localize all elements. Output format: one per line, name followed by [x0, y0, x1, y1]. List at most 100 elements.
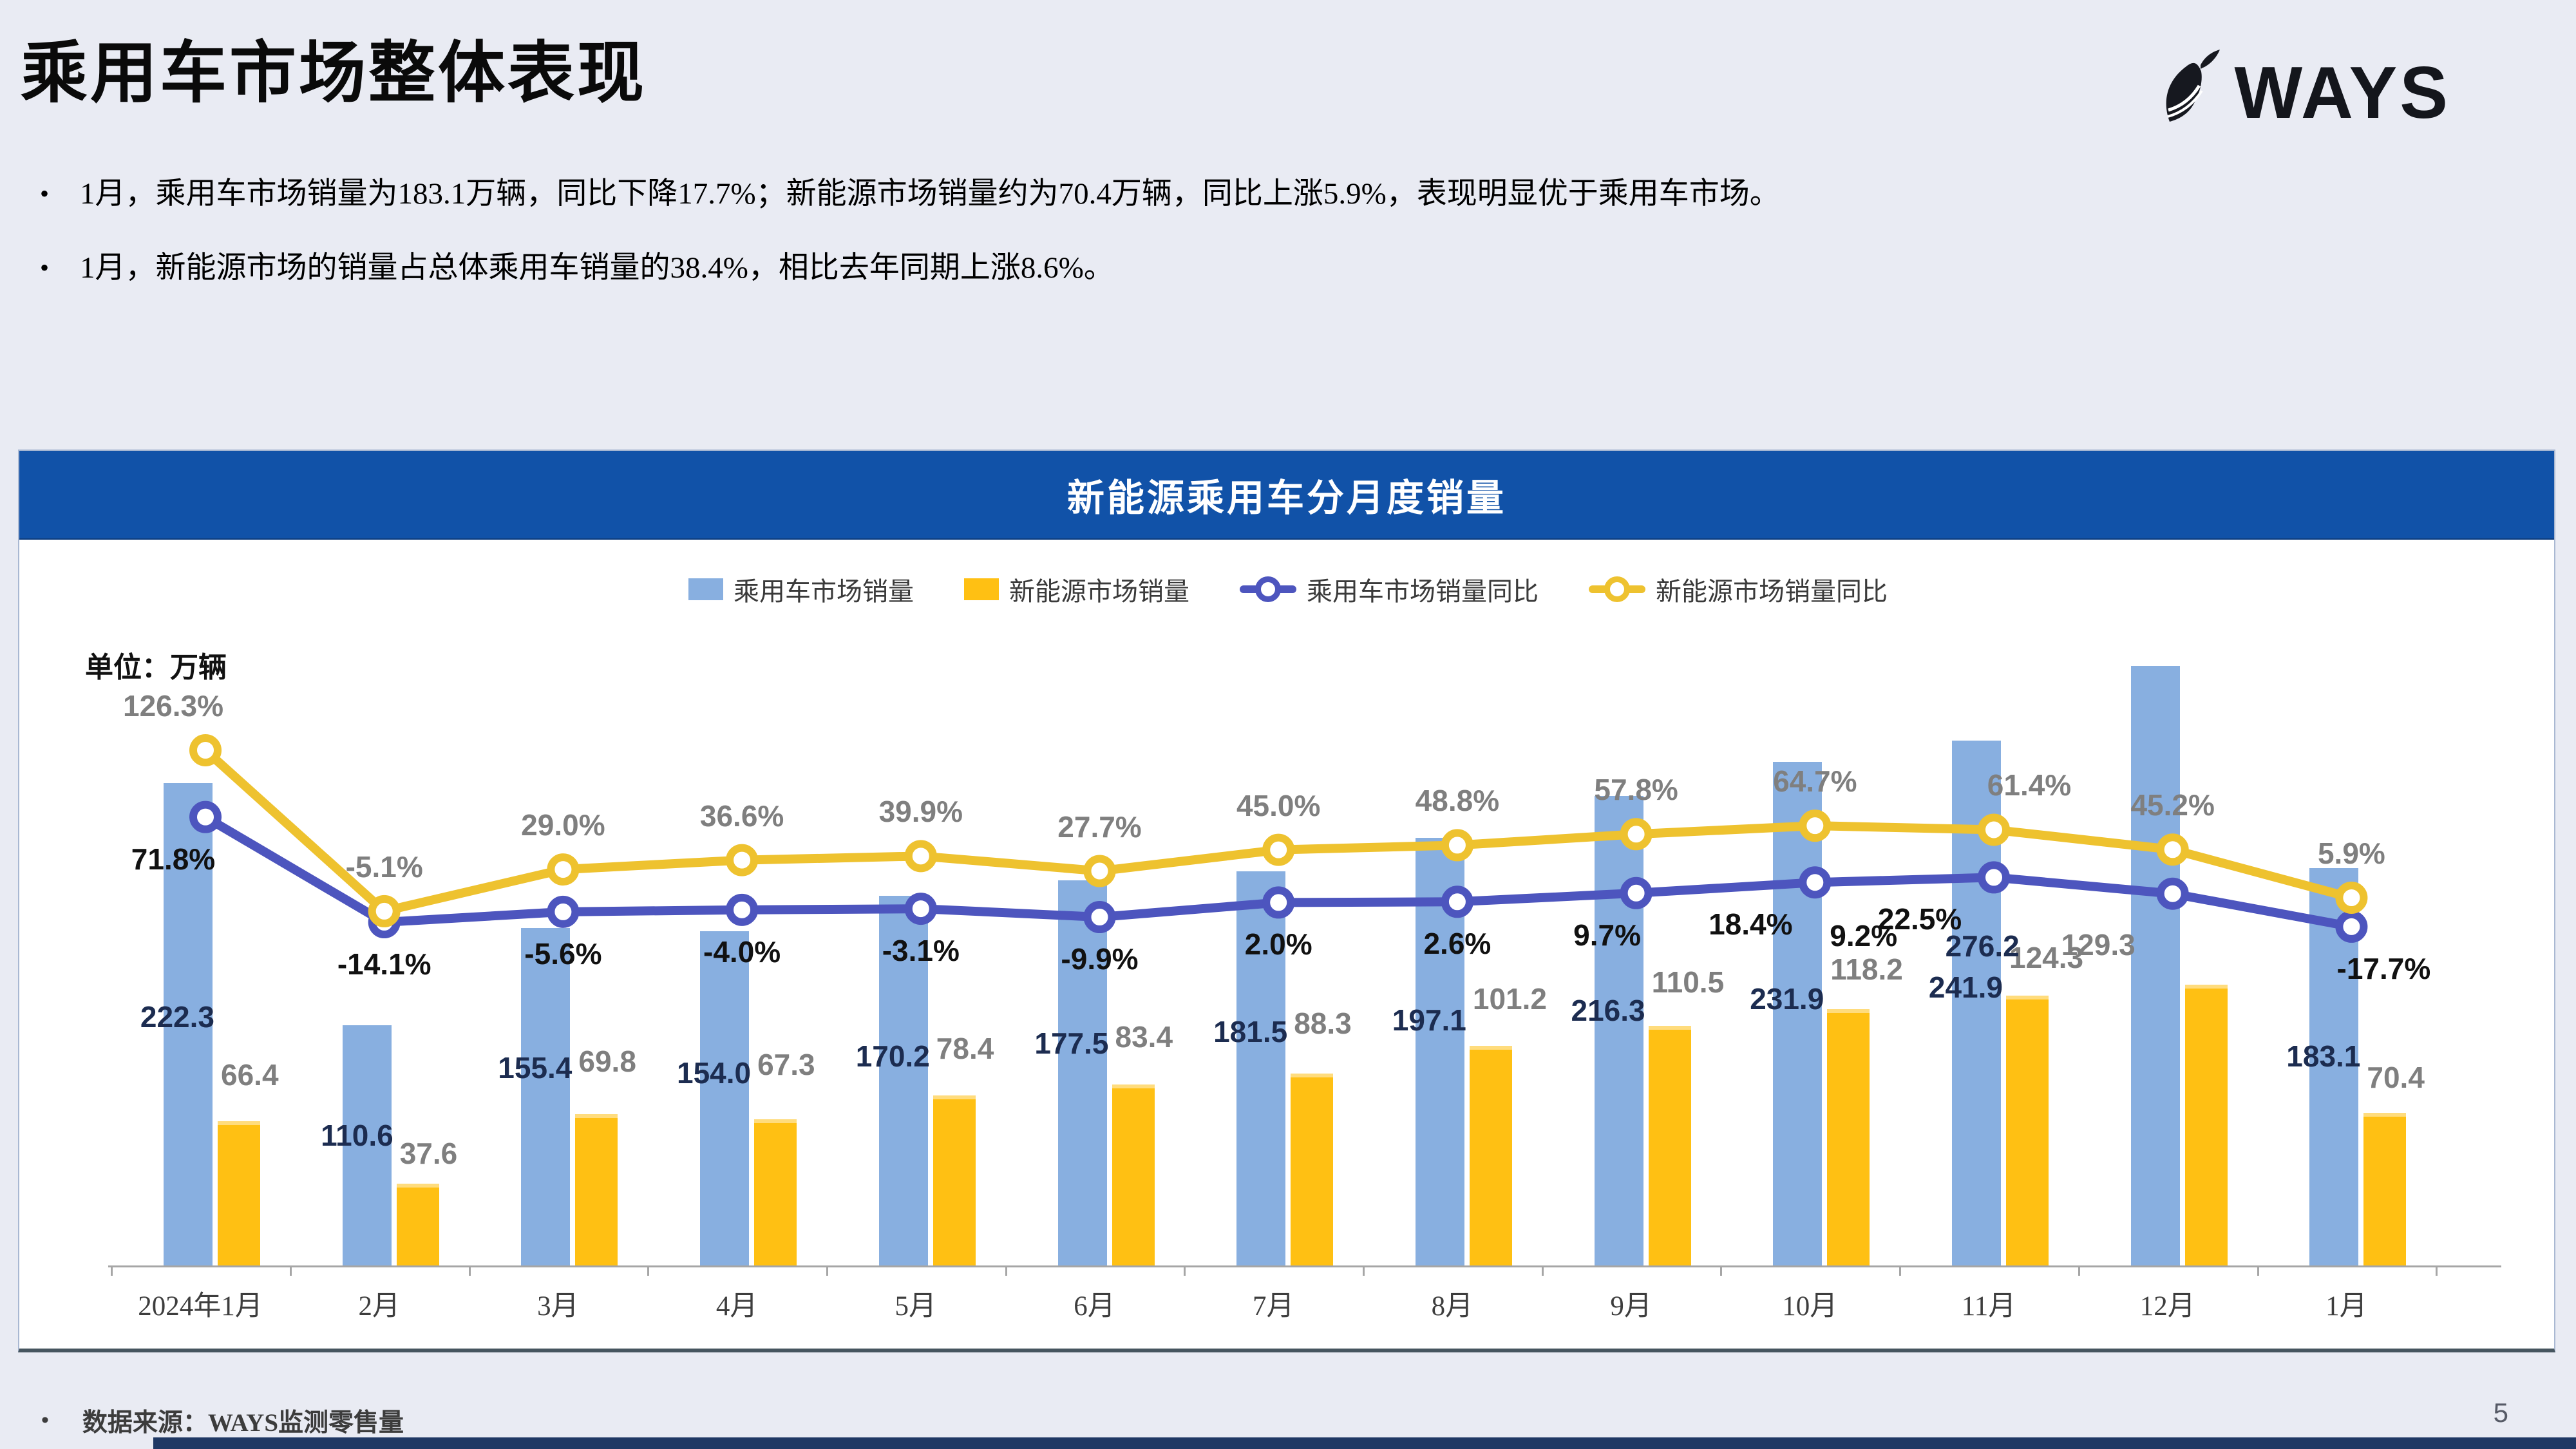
nev-yoy-label: 57.8% [1594, 773, 1678, 807]
legend-label: 新能源市场销量同比 [1656, 578, 1888, 606]
passenger-bar [2130, 666, 2180, 1265]
bullet-dot-icon: • [40, 252, 50, 282]
x-axis-label: 12月 [2139, 1291, 2195, 1321]
passenger-bar-value-label: 222.3 [140, 1000, 214, 1034]
legend-label: 乘用车市场销量 [734, 578, 914, 606]
nev-bar-value-label: 129.3 [2061, 928, 2136, 962]
nev-yoy-label: -5.1% [345, 849, 423, 884]
nev-bar-value-label: 37.6 [399, 1137, 458, 1171]
nev-yoy-label: 48.8% [1415, 784, 1500, 818]
x-axis-tick [2078, 1265, 2080, 1276]
nev-bar-value-label: 118.2 [1830, 952, 1903, 986]
nev-bar [1827, 1009, 1870, 1265]
passenger-bar-value-label: 181.5 [1213, 1015, 1288, 1049]
nev-yoy-label: 45.0% [1236, 788, 1321, 822]
passenger-bar-value-label: 197.1 [1392, 1003, 1466, 1037]
nev-bar [2006, 996, 2049, 1265]
x-axis-label: 2月 [358, 1291, 400, 1321]
passenger-yoy-label: -3.1% [882, 934, 960, 968]
x-axis-tick [647, 1265, 650, 1276]
passenger-yoy-label: -9.9% [1061, 942, 1139, 976]
nev-bar [1112, 1084, 1155, 1265]
passenger-bar-value-label: 276.2 [1945, 929, 2020, 963]
x-axis-label: 10月 [1782, 1291, 1838, 1321]
passenger-bar [1415, 837, 1464, 1265]
x-axis-label: 4月 [715, 1291, 758, 1321]
x-axis-tick [1720, 1265, 1723, 1276]
passenger-bar [342, 1025, 392, 1265]
x-axis-label: 8月 [1431, 1291, 1473, 1321]
legend-line-swatch [1589, 576, 1645, 602]
chart-title-bar: 新能源乘用车分月度销量 [19, 451, 2554, 540]
passenger-yoy-label: 2.6% [1423, 927, 1492, 961]
passenger-yoy-label: 9.7% [1573, 918, 1642, 952]
ways-logo: WAYS [2150, 45, 2450, 129]
passenger-yoy-label: -14.1% [337, 947, 431, 981]
x-axis-tick [468, 1265, 471, 1276]
nev-yoy-label: 39.9% [878, 795, 963, 829]
x-axis-tick [1363, 1265, 1365, 1276]
passenger-bar [700, 931, 750, 1265]
bullet-text: 1月，新能源市场的销量占总体乘用车销量的38.4%，相比去年同期上涨8.6%。 [80, 251, 1114, 285]
passenger-bar-value-label: 216.3 [1571, 993, 1645, 1027]
legend-item-3: 乘用车市场销量同比 [1240, 571, 1539, 608]
unit-label: 单位：万辆 [85, 652, 227, 683]
passenger-bar-value-label: 154.0 [676, 1056, 752, 1090]
x-axis-label: 2024年1月 [138, 1291, 263, 1321]
x-axis-label: 7月 [1252, 1291, 1294, 1321]
nev-bar-value-label: 78.4 [936, 1031, 994, 1065]
nev-yoy-label: 27.7% [1057, 810, 1142, 844]
legend-item-1: 乘用车市场销量 [688, 571, 914, 608]
nev-bar [1291, 1074, 1334, 1265]
x-axis-tick [1899, 1265, 1902, 1276]
nev-bar-value-label: 88.3 [1294, 1007, 1352, 1041]
legend-bar-swatch [688, 578, 723, 600]
passenger-yoy-label: 2.0% [1244, 927, 1312, 961]
legend-item-2: 新能源市场销量 [964, 571, 1189, 608]
page-number: 5 [2493, 1397, 2508, 1428]
nev-bar-value-label: 70.4 [2367, 1060, 2425, 1094]
bullet-item-2: • 1月，新能源市场的销量占总体乘用车销量的38.4%，相比去年同期上涨8.6%。 [40, 249, 2423, 287]
x-axis-tick [111, 1265, 113, 1276]
legend-marker-icon [1604, 576, 1630, 602]
nev-yoy-label: 36.6% [699, 799, 784, 833]
chart-title: 新能源乘用车分月度销量 [1066, 477, 1506, 519]
passenger-bar-value-label: 241.9 [1928, 971, 2003, 1005]
x-axis-tick [2436, 1265, 2438, 1276]
nev-bar-value-label: 124.3 [2009, 941, 2084, 975]
passenger-yoy-label: 9.2% [1830, 918, 1898, 952]
chart-legend: 乘用车市场销量 新能源市场销量 乘用车市场销量同比 新能源市场销量同比 [0, 571, 2576, 608]
nev-yoy-label: 64.7% [1773, 764, 1857, 799]
x-axis-tick [1005, 1265, 1007, 1276]
passenger-bar-value-label: 170.2 [855, 1039, 930, 1073]
passenger-bar [1594, 796, 1643, 1265]
ways-leaf-icon [2150, 45, 2228, 129]
legend-label: 新能源市场销量 [1009, 578, 1189, 606]
nev-bar-value-label: 69.8 [578, 1044, 636, 1078]
footer-bullet: • [41, 1408, 49, 1432]
passenger-bar [878, 896, 928, 1265]
nev-bar [575, 1113, 618, 1265]
nev-yoy-label: 29.0% [521, 808, 605, 842]
nev-bar-value-label: 83.4 [1115, 1019, 1173, 1054]
x-axis-label: 5月 [895, 1291, 937, 1321]
data-source-note: • 数据来源：WAYS监测零售量 [41, 1403, 404, 1439]
nev-bar [754, 1119, 797, 1265]
x-axis-tick [826, 1265, 828, 1276]
x-axis-line [108, 1265, 2501, 1267]
x-axis-label: 11月 [1961, 1291, 2016, 1321]
nev-bar [933, 1095, 976, 1265]
passenger-bar-value-label: 110.6 [321, 1119, 393, 1153]
x-axis-label: 9月 [1610, 1291, 1652, 1321]
bullet-item-1: • 1月，乘用车市场销量为183.1万辆，同比下降17.7%；新能源市场销量约为7… [40, 175, 2423, 213]
data-source-text: 数据来源：WAYS监测零售量 [82, 1409, 404, 1437]
legend-label: 乘用车市场销量同比 [1307, 578, 1539, 606]
legend-line-swatch [1240, 576, 1296, 602]
nev-yoy-label: 5.9% [2317, 837, 2385, 871]
nev-bar-value-label: 66.4 [221, 1058, 279, 1092]
nev-yoy-label: 45.2% [2130, 788, 2215, 822]
x-axis-label: 6月 [1074, 1291, 1115, 1321]
passenger-yoy-label: 71.8% [131, 842, 216, 876]
legend-marker-icon [1255, 576, 1281, 602]
passenger-yoy-label: 18.4% [1709, 907, 1793, 942]
